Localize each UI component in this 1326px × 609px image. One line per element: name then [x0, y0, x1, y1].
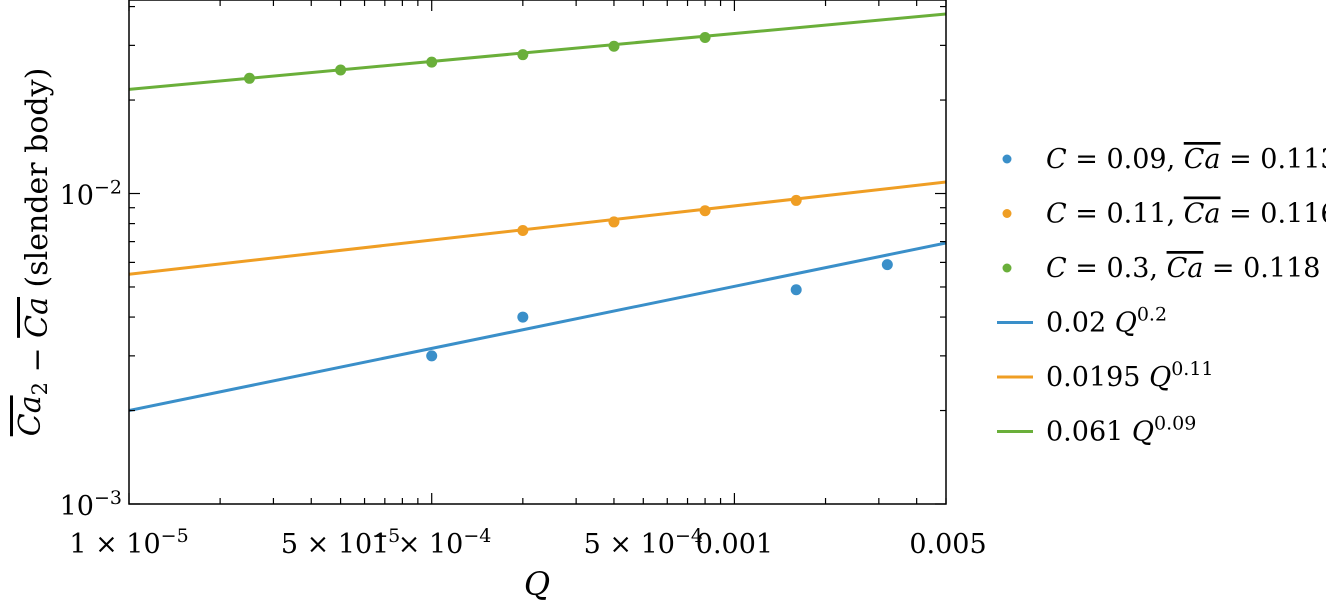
legend-label: C = 0.3, Ca = 0.118 [1046, 253, 1320, 284]
fit-line [129, 241, 946, 413]
legend-marker [1002, 263, 1012, 273]
data-point [881, 259, 893, 271]
x-tick-label: 0.005 [909, 529, 986, 560]
legend: C = 0.09, Ca = 0.113 C = 0.11, Ca = 0.116… [997, 144, 1326, 448]
legend-label: 0.0195 Q0.11 [1046, 358, 1214, 393]
x-tick-labels: 1 × 10−5 5 × 10−51 × 10−4 5 × 10−40.001 0.0… [69, 525, 986, 560]
x-tick-label: 1 × 10−5 [69, 525, 188, 560]
data-point [426, 350, 438, 362]
y-tick-labels: 10−3 10−2 [60, 177, 122, 522]
data-point [699, 205, 711, 217]
data-point [608, 216, 620, 228]
legend-marker [1002, 209, 1012, 218]
x-tick-label: 1 × 10−4 [372, 525, 491, 560]
data-point [699, 32, 711, 44]
x-axis-title: Q [524, 565, 550, 603]
legend-label: 0.061 Q0.09 [1046, 413, 1196, 448]
y-tick-label: 10−2 [60, 177, 122, 212]
fit-lines [129, 12, 946, 413]
x-tick-label: 5 × 10−5 [281, 525, 400, 560]
legend-label: C = 0.11, Ca = 0.116 [1046, 199, 1326, 230]
fit-line [129, 12, 946, 91]
data-point [517, 49, 529, 61]
y-axis-title: Ca2 − Ca (slender body) [13, 68, 55, 437]
y-tick-label: 10−3 [60, 487, 122, 522]
legend-marker [1002, 154, 1012, 164]
data-point [517, 225, 529, 237]
data-point [517, 311, 529, 323]
data-point [790, 194, 802, 206]
fit-line [129, 180, 946, 276]
data-point [608, 40, 620, 52]
data-point [243, 72, 255, 84]
x-tick-label: 0.001 [696, 529, 773, 560]
plot-frame [128, 0, 947, 505]
legend-label: 0.02 Q0.2 [1046, 304, 1167, 339]
legend-label: C = 0.09, Ca = 0.113 [1046, 144, 1326, 175]
x-tick-label: 5 × 10−4 [584, 525, 703, 560]
data-point [335, 64, 347, 76]
data-point [790, 284, 802, 296]
data-points [243, 32, 893, 362]
data-point [426, 56, 438, 68]
